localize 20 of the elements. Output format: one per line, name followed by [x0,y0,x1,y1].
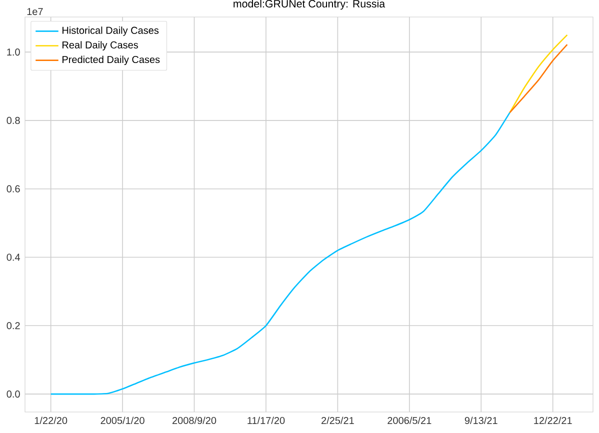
x-tick-label: 11/17/20 [248,416,285,424]
y-tick-label: 0.6 [6,185,20,192]
x-tick-label: 1/22/20 [34,416,68,424]
line-series [50,112,510,395]
y-tick-label: 0.8 [6,116,20,124]
legend-label: Predicted Daily Cases [62,56,160,66]
x-tick-label: 2006/5/21 [388,416,432,424]
x-tick-label: 2/25/21 [322,416,354,424]
y-tick-label: 1.0 [7,48,20,56]
legend-label: Historical Daily Cases [62,26,159,36]
x-tick-label: 2008/9/20 [172,416,216,424]
x-tick-label: 2005/1/20 [100,416,144,424]
y-tick-label: 0.4 [6,254,20,261]
legend-label: Real Daily Cases [62,41,138,50]
x-tick-label: 9/13/21 [464,416,498,424]
y-tick-label: 0.2 [6,322,20,330]
y-tick-label: 0.0 [6,390,20,398]
chart-title: model:GRUNet Country: Russia [234,0,386,10]
x-tick-label: 12/22/21 [534,416,572,424]
text: 1e7 [27,8,43,16]
